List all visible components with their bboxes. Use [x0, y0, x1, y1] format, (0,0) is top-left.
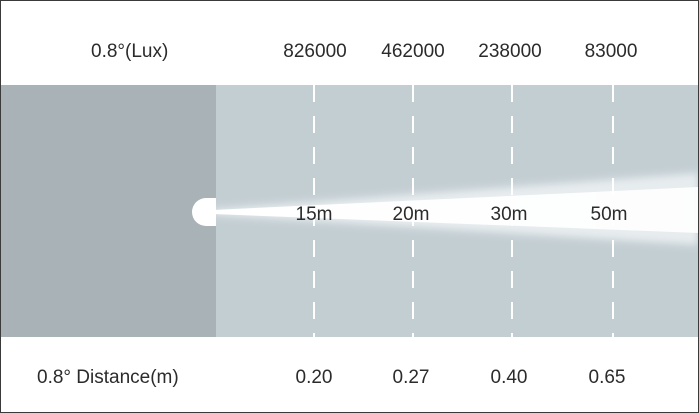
lux-value-2: 462000	[381, 41, 445, 62]
distance-value-3: 0.40	[490, 367, 528, 388]
beam-distance-2: 20m	[392, 204, 430, 225]
distance-row: 0.8° Distance(m) 0.20 0.27 0.40 0.65	[1, 337, 698, 412]
light-beam	[213, 187, 698, 233]
distance-value-4: 0.65	[588, 367, 626, 388]
lux-row-title: 0.8°(Lux)	[91, 41, 169, 62]
beam-distance-3: 30m	[490, 204, 528, 225]
beam-graphic	[192, 85, 698, 337]
distance-value-1: 0.20	[295, 367, 333, 388]
lux-value-4: 83000	[584, 41, 638, 62]
lamp-head	[192, 198, 216, 226]
beam-band: 15m 20m 30m 50m	[1, 85, 698, 337]
beam-distance-1: 15m	[295, 204, 333, 225]
lux-row: 0.8°(Lux) 826000 462000 238000 83000	[1, 1, 698, 85]
light-fixture	[1, 85, 216, 337]
beam-distance-4: 50m	[590, 204, 628, 225]
distance-value-2: 0.27	[392, 367, 430, 388]
lux-value-1: 826000	[283, 41, 347, 62]
lux-value-3: 238000	[478, 41, 542, 62]
distance-row-title: 0.8° Distance(m)	[37, 367, 179, 388]
